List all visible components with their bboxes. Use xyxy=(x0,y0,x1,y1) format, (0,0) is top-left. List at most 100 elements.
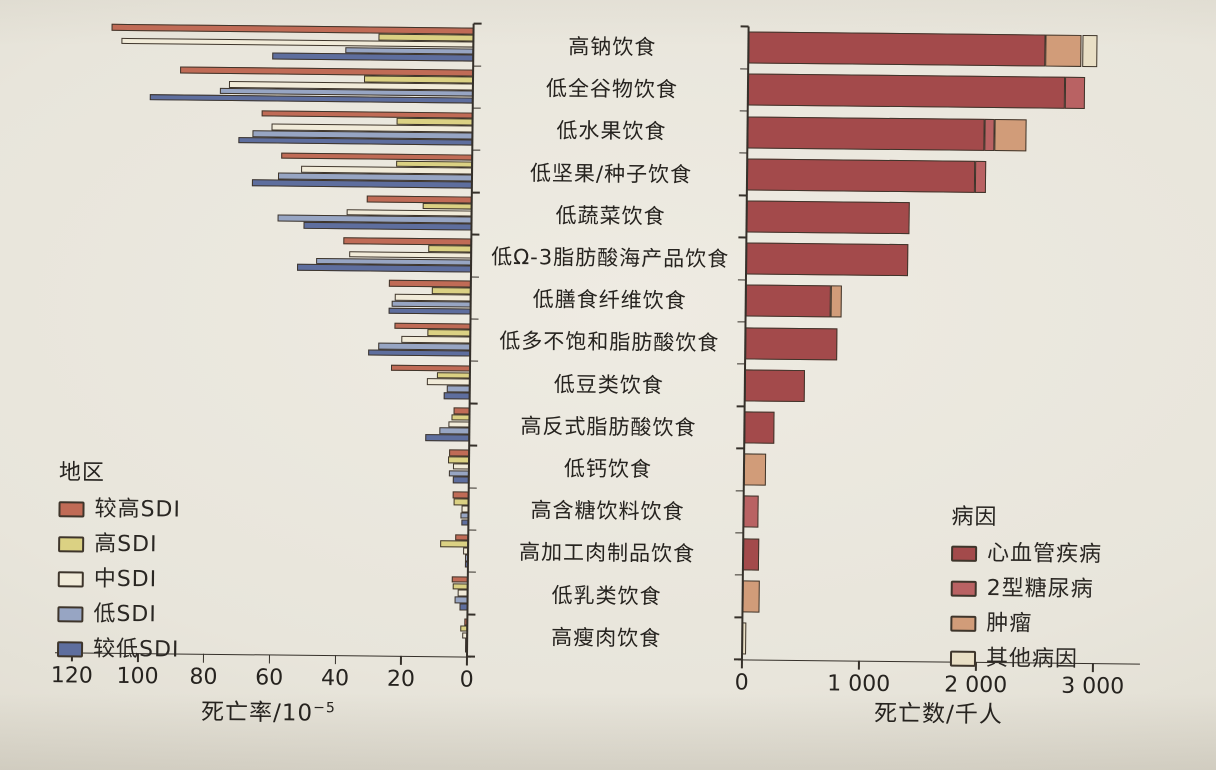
left-x-tick xyxy=(268,654,271,664)
right-chart-category-tick xyxy=(735,532,744,534)
left-x-tick xyxy=(400,655,402,665)
legend-swatch-较高SDI xyxy=(58,501,85,518)
right-chart-category-tick xyxy=(739,110,748,112)
left-chart-category-tick xyxy=(470,360,479,363)
left-x-tick xyxy=(466,656,468,666)
legend-item-label: 心血管疾病 xyxy=(986,540,1103,568)
legend-item-心血管疾病: 心血管疾病 xyxy=(951,541,1151,569)
left-chart-category-tick xyxy=(473,22,482,25)
left-chart-category-tick xyxy=(467,613,476,616)
left-bar-较高SDI xyxy=(261,109,473,119)
left-x-tick-label: 0 xyxy=(459,667,474,693)
right-chart-category-tick xyxy=(737,363,746,365)
category-label: 低全谷物饮食 xyxy=(545,76,679,102)
left-bar-较低SDI xyxy=(251,179,472,189)
right-bar-segment-2型糖尿病 xyxy=(975,160,986,193)
left-bar-较高SDI xyxy=(388,279,471,288)
legend-item-label: 肿瘤 xyxy=(986,610,1033,637)
left-axis-title: 死亡率/10−5 xyxy=(158,692,378,728)
right-bar-segment-心血管疾病 xyxy=(748,31,1046,67)
right-x-tick-label: 0 xyxy=(734,670,749,696)
right-bar-segment-心血管疾病 xyxy=(744,411,775,444)
left-bar-较低SDI xyxy=(238,136,473,147)
left-bar-较高SDI xyxy=(342,237,472,246)
legend-item-label: 2型糖尿病 xyxy=(986,575,1094,603)
left-bar-较高SDI xyxy=(281,152,473,162)
right-chart-category-tick xyxy=(738,236,747,239)
left-chart-category-tick xyxy=(470,318,479,320)
right-bar-segment-2型糖尿病 xyxy=(984,118,995,151)
category-label: 低Ω-3脂肪酸海产品饮食 xyxy=(491,244,730,272)
right-chart-category-tick xyxy=(736,447,745,450)
left-bar-较低SDI xyxy=(303,221,472,231)
right-chart-category-tick xyxy=(734,616,743,619)
left-bar-较低SDI xyxy=(368,349,471,358)
right-bar-segment-心血管疾病 xyxy=(746,158,976,193)
left-bar-较低SDI xyxy=(452,476,469,484)
right-x-tick xyxy=(741,659,743,669)
legend-item-label: 其他病因 xyxy=(985,645,1079,672)
left-x-tick xyxy=(334,655,337,665)
legend-swatch-低SDI xyxy=(57,606,84,623)
category-label: 低膳食纤维饮食 xyxy=(532,287,687,314)
category-label: 高含糖饮料饮食 xyxy=(530,498,685,525)
region-legend: 地区 较高SDI 高SDI 中SDI 低SDI 较低SDI xyxy=(56,460,249,673)
legend-item-其他病因: 其他病因 xyxy=(949,645,1150,674)
legend-item-肿瘤: 肿瘤 xyxy=(950,611,1150,639)
category-label: 低坚果/种子饮食 xyxy=(529,160,693,187)
category-label: 低豆类饮食 xyxy=(553,372,664,398)
right-bar-segment-肿瘤 xyxy=(742,580,760,613)
right-bar-segment-肿瘤 xyxy=(743,453,766,486)
legend-item-高SDI: 高SDI xyxy=(58,531,248,559)
axes-layer: 120 100 80 60 40 20 0 0 1 000 2 000 3 000 xyxy=(4,0,1216,699)
left-chart-category-tick xyxy=(469,444,478,447)
legend-swatch-肿瘤 xyxy=(950,615,977,632)
right-axis-title: 死亡数/千人 xyxy=(873,700,1003,729)
cause-legend-title: 病因 xyxy=(951,504,998,531)
right-chart-category-tick xyxy=(737,321,746,323)
left-bar-较高SDI xyxy=(366,195,472,204)
left-bar-较高SDI xyxy=(111,23,474,35)
right-bar-segment-心血管疾病 xyxy=(747,115,985,151)
category-labels-column: 高钠饮食 低全谷物饮食 低水果饮食 低坚果/种子饮食 低蔬菜饮食 低Ω-3脂肪酸海产品饮食… xyxy=(477,24,742,660)
region-legend-title: 地区 xyxy=(58,460,106,486)
left-axis-title-base: 死亡率/10 xyxy=(200,699,314,727)
right-bar-segment-心血管疾病 xyxy=(745,326,838,360)
right-bar-segment-肿瘤 xyxy=(994,118,1027,151)
right-bar-segment-肿瘤 xyxy=(1045,34,1083,68)
legend-item-较低SDI: 较低SDI xyxy=(56,636,247,664)
right-chart-category-tick xyxy=(738,194,747,197)
right-bar-segment-心血管疾病 xyxy=(742,537,760,571)
right-chart-category-tick xyxy=(737,278,746,281)
category-label: 高反式脂肪酸饮食 xyxy=(520,413,697,440)
right-bar-segment-心血管疾病 xyxy=(747,73,1066,110)
left-bar-较高SDI xyxy=(390,364,471,373)
left-chart-category-tick xyxy=(471,191,480,194)
left-axis-title-exponent: −5 xyxy=(313,699,336,717)
left-x-tick-label: 20 xyxy=(386,666,416,692)
left-bar-较低SDI xyxy=(388,307,471,315)
legend-item-label: 较低SDI xyxy=(92,636,180,663)
left-chart-category-tick xyxy=(468,529,477,531)
legend-item-label: 低SDI xyxy=(93,601,157,628)
left-chart-category-tick xyxy=(472,107,481,109)
legend-item-低SDI: 低SDI xyxy=(57,601,247,629)
legend-item-较高SDI: 较高SDI xyxy=(58,496,248,524)
right-chart-category-tick xyxy=(739,152,748,154)
left-chart-category-tick xyxy=(467,571,476,574)
legend-swatch-心血管疾病 xyxy=(951,545,978,562)
legend-swatch-2型糖尿病 xyxy=(950,580,977,597)
right-bar-segment-肿瘤 xyxy=(830,285,843,318)
category-label: 低多不饱和脂肪酸饮食 xyxy=(499,329,720,356)
left-bar-较低SDI xyxy=(443,392,470,400)
cause-legend: 病因 心血管疾病 2型糖尿病肿瘤其他病因 xyxy=(949,504,1152,683)
legend-item-label: 中SDI xyxy=(93,566,158,593)
left-bar-较高SDI xyxy=(180,66,474,77)
region-legend-items: 较高SDI 高SDI 中SDI 低SDI 较低SDI xyxy=(56,496,249,664)
category-label: 低钙饮食 xyxy=(563,456,653,482)
cause-legend-items: 心血管疾病 2型糖尿病肿瘤其他病因 xyxy=(949,541,1151,674)
left-bar-高SDI xyxy=(440,540,469,548)
legend-swatch-中SDI xyxy=(57,571,84,588)
left-bar-较低SDI xyxy=(296,264,472,273)
right-bar-segment-2型糖尿病 xyxy=(1064,77,1086,110)
